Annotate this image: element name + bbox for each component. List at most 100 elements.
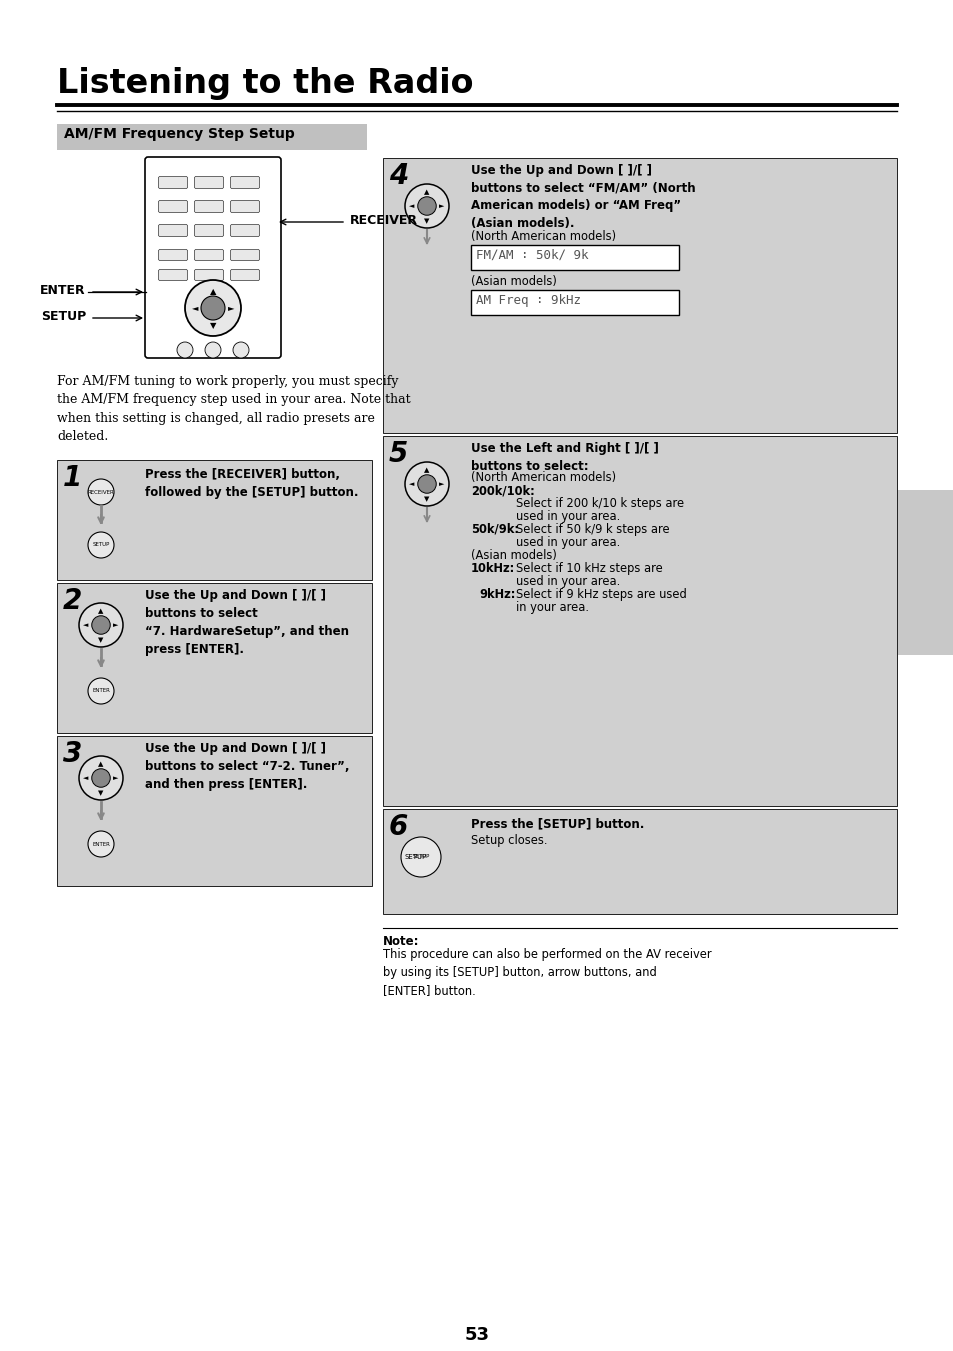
Circle shape [185,280,241,336]
FancyBboxPatch shape [194,200,223,212]
Text: Select if 50 k/9 k steps are: Select if 50 k/9 k steps are [516,523,669,536]
Text: ◄: ◄ [409,203,415,209]
Text: For AM/FM tuning to work properly, you must specify
the AM/FM frequency step use: For AM/FM tuning to work properly, you m… [57,376,410,443]
Circle shape [417,474,436,493]
FancyBboxPatch shape [145,157,281,358]
Bar [57,736,372,886]
Text: ▲: ▲ [98,762,104,767]
Text: ◄: ◄ [409,481,415,486]
FancyBboxPatch shape [231,250,259,261]
FancyBboxPatch shape [158,269,188,281]
Text: ▼: ▼ [98,790,104,796]
Text: ►: ► [113,621,118,628]
Text: 2: 2 [63,586,82,615]
Text: 53: 53 [464,1325,489,1344]
Text: used in your area.: used in your area. [516,509,619,523]
Text: Use the Up and Down [ ]/[ ]
buttons to select
“7. HardwareSetup”, and then
press: Use the Up and Down [ ]/[ ] buttons to s… [145,589,349,657]
Text: ENTER: ENTER [92,842,110,847]
Bar [382,809,896,915]
Text: 1: 1 [63,463,82,492]
Text: ▲: ▲ [210,288,216,296]
Text: in your area.: in your area. [516,601,588,613]
Text: AM Freq ∶ 9kHz: AM Freq ∶ 9kHz [476,295,580,307]
Text: ▲: ▲ [424,189,429,196]
Text: 6: 6 [389,813,408,842]
Text: 50k/9k:: 50k/9k: [471,523,518,536]
FancyBboxPatch shape [231,224,259,236]
Circle shape [91,616,111,634]
Circle shape [205,342,221,358]
Text: Select if 200 k/10 k steps are: Select if 200 k/10 k steps are [516,497,683,509]
Circle shape [201,296,225,320]
Text: 4: 4 [389,162,408,190]
Circle shape [177,342,193,358]
Text: ▼: ▼ [424,218,429,224]
Text: Press the [RECEIVER] button,
followed by the [SETUP] button.: Press the [RECEIVER] button, followed by… [145,467,358,499]
Text: (Asian models): (Asian models) [471,549,557,562]
Bar [897,490,953,655]
Text: Press the [SETUP] button.: Press the [SETUP] button. [471,817,643,830]
FancyBboxPatch shape [158,200,188,212]
Circle shape [400,838,440,877]
Text: ◄: ◄ [192,304,198,312]
Text: RECEIVER: RECEIVER [88,489,114,494]
Bar [471,290,679,315]
Circle shape [91,769,111,788]
Text: ▲: ▲ [98,608,104,615]
Text: ►: ► [438,481,444,486]
FancyBboxPatch shape [194,250,223,261]
Circle shape [88,480,113,505]
Text: 10kHz:: 10kHz: [471,562,515,576]
FancyBboxPatch shape [231,269,259,281]
FancyBboxPatch shape [231,177,259,189]
Text: ►: ► [113,775,118,781]
Bar [57,459,372,580]
Circle shape [88,678,113,704]
Circle shape [79,603,123,647]
Text: Setup closes.: Setup closes. [471,834,547,847]
Text: ▲: ▲ [424,467,429,473]
Text: Use the Up and Down [ ]/[ ]
buttons to select “FM/AM” (North
American models) or: Use the Up and Down [ ]/[ ] buttons to s… [471,163,695,230]
Circle shape [88,831,113,857]
Bar [382,436,896,807]
Text: ▼: ▼ [424,496,429,503]
Text: 9kHz:: 9kHz: [478,588,515,601]
Text: ◄: ◄ [83,775,89,781]
Text: ►: ► [438,203,444,209]
FancyBboxPatch shape [194,224,223,236]
Text: (North American models): (North American models) [471,230,616,243]
Text: ▼: ▼ [210,322,216,331]
Text: This procedure can also be performed on the AV receiver
by using its [SETUP] but: This procedure can also be performed on … [382,948,711,997]
Text: SETUP: SETUP [92,543,110,547]
Text: 5: 5 [389,440,408,467]
Text: used in your area.: used in your area. [516,536,619,549]
Text: used in your area.: used in your area. [516,576,619,588]
Bar [57,584,372,734]
Bar [471,245,679,270]
Circle shape [405,184,449,228]
Text: SETUP: SETUP [41,309,86,323]
Text: Select if 9 kHz steps are used: Select if 9 kHz steps are used [516,588,686,601]
Text: SETUP: SETUP [405,854,427,861]
Text: ENTER: ENTER [40,284,86,296]
Text: RECEIVER: RECEIVER [350,213,417,227]
FancyBboxPatch shape [231,200,259,212]
Circle shape [417,197,436,215]
Text: ENTER: ENTER [92,689,110,693]
Circle shape [405,462,449,507]
Text: Select if 10 kHz steps are: Select if 10 kHz steps are [516,562,662,576]
Text: ►: ► [228,304,234,312]
Text: Use the Up and Down [ ]/[ ]
buttons to select “7-2. Tuner”,
and then press [ENTE: Use the Up and Down [ ]/[ ] buttons to s… [145,742,349,790]
FancyBboxPatch shape [158,250,188,261]
Text: AM/FM Frequency Step Setup: AM/FM Frequency Step Setup [64,127,294,141]
Text: 200k/10k:: 200k/10k: [471,484,535,497]
Text: Listening to the Radio: Listening to the Radio [57,68,473,100]
Text: SETUP: SETUP [412,854,429,859]
Text: (Asian models): (Asian models) [471,276,557,288]
FancyBboxPatch shape [158,224,188,236]
Text: Note:: Note: [382,935,419,948]
Text: FM∕AM ∶ 50k∕ 9k: FM∕AM ∶ 50k∕ 9k [476,249,588,262]
FancyBboxPatch shape [158,177,188,189]
FancyBboxPatch shape [194,269,223,281]
Bar [382,158,896,434]
